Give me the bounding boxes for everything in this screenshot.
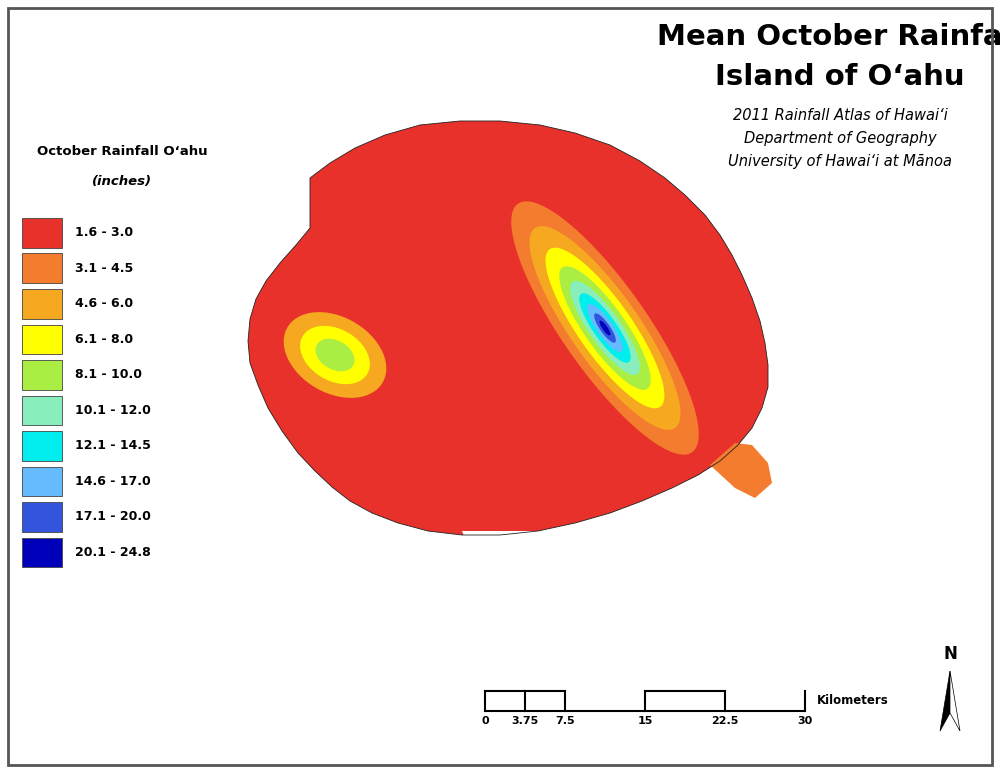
Text: 22.5: 22.5 bbox=[711, 716, 739, 726]
Polygon shape bbox=[546, 247, 664, 408]
Bar bbox=[22, 325, 62, 354]
Text: Department of Geography: Department of Geography bbox=[744, 131, 936, 146]
Polygon shape bbox=[511, 201, 699, 455]
Polygon shape bbox=[284, 312, 386, 398]
Text: University of Hawaiʻi at Mānoa: University of Hawaiʻi at Mānoa bbox=[728, 154, 952, 169]
Polygon shape bbox=[579, 293, 631, 363]
Polygon shape bbox=[462, 531, 538, 573]
Polygon shape bbox=[300, 326, 370, 384]
Bar bbox=[22, 466, 62, 496]
Text: 7.5: 7.5 bbox=[555, 716, 575, 726]
Text: Island of Oʻahu: Island of Oʻahu bbox=[715, 63, 965, 91]
Text: 17.1 - 20.0: 17.1 - 20.0 bbox=[75, 510, 151, 523]
Polygon shape bbox=[559, 266, 651, 390]
Bar bbox=[22, 218, 62, 247]
Text: 14.6 - 17.0: 14.6 - 17.0 bbox=[75, 475, 151, 488]
Text: 20.1 - 24.8: 20.1 - 24.8 bbox=[75, 546, 151, 559]
Polygon shape bbox=[316, 339, 354, 371]
Text: 10.1 - 12.0: 10.1 - 12.0 bbox=[75, 404, 151, 417]
Text: 12.1 - 14.5: 12.1 - 14.5 bbox=[75, 439, 151, 452]
Text: Kilometers: Kilometers bbox=[817, 694, 889, 707]
Text: 1.6 - 3.0: 1.6 - 3.0 bbox=[75, 226, 133, 240]
Polygon shape bbox=[587, 304, 623, 352]
Polygon shape bbox=[248, 121, 768, 535]
Polygon shape bbox=[594, 313, 616, 342]
Polygon shape bbox=[710, 443, 772, 498]
Bar bbox=[22, 254, 62, 283]
Text: 6.1 - 8.0: 6.1 - 8.0 bbox=[75, 332, 133, 346]
Text: N: N bbox=[943, 645, 957, 663]
Polygon shape bbox=[950, 671, 960, 731]
Bar bbox=[22, 431, 62, 461]
Polygon shape bbox=[491, 174, 719, 482]
Text: 15: 15 bbox=[637, 716, 653, 726]
Bar bbox=[22, 360, 62, 390]
Text: 8.1 - 10.0: 8.1 - 10.0 bbox=[75, 368, 142, 381]
Text: 4.6 - 6.0: 4.6 - 6.0 bbox=[75, 298, 133, 310]
Polygon shape bbox=[940, 671, 950, 731]
Polygon shape bbox=[600, 321, 610, 335]
Text: 0: 0 bbox=[481, 716, 489, 726]
Text: Mean October Rainfall: Mean October Rainfall bbox=[657, 23, 1000, 51]
Text: 2011 Rainfall Atlas of Hawaiʻi: 2011 Rainfall Atlas of Hawaiʻi bbox=[733, 108, 947, 123]
Bar bbox=[22, 502, 62, 532]
Text: 30: 30 bbox=[797, 716, 813, 726]
Bar bbox=[22, 396, 62, 425]
Polygon shape bbox=[530, 226, 680, 430]
Bar bbox=[22, 537, 62, 567]
Text: (inches): (inches) bbox=[92, 175, 152, 188]
Text: 3.75: 3.75 bbox=[511, 716, 539, 726]
Text: October Rainfall Oʻahu: October Rainfall Oʻahu bbox=[37, 145, 207, 158]
Text: 3.1 - 4.5: 3.1 - 4.5 bbox=[75, 262, 133, 274]
Bar bbox=[22, 289, 62, 318]
Polygon shape bbox=[570, 281, 640, 375]
